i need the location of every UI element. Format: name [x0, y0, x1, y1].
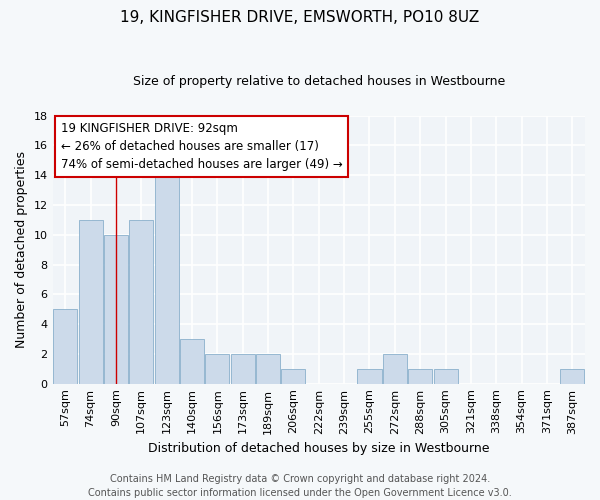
Bar — [281, 369, 305, 384]
Bar — [256, 354, 280, 384]
Text: 19 KINGFISHER DRIVE: 92sqm
← 26% of detached houses are smaller (17)
74% of semi: 19 KINGFISHER DRIVE: 92sqm ← 26% of deta… — [61, 122, 342, 172]
Bar — [155, 160, 179, 384]
Bar — [104, 234, 128, 384]
Y-axis label: Number of detached properties: Number of detached properties — [15, 151, 28, 348]
Bar — [358, 369, 382, 384]
Text: 19, KINGFISHER DRIVE, EMSWORTH, PO10 8UZ: 19, KINGFISHER DRIVE, EMSWORTH, PO10 8UZ — [121, 10, 479, 25]
Bar — [180, 339, 204, 384]
X-axis label: Distribution of detached houses by size in Westbourne: Distribution of detached houses by size … — [148, 442, 490, 455]
Bar — [205, 354, 229, 384]
Bar — [560, 369, 584, 384]
Bar — [383, 354, 407, 384]
Bar — [434, 369, 458, 384]
Text: Contains HM Land Registry data © Crown copyright and database right 2024.
Contai: Contains HM Land Registry data © Crown c… — [88, 474, 512, 498]
Bar — [129, 220, 154, 384]
Bar — [53, 309, 77, 384]
Title: Size of property relative to detached houses in Westbourne: Size of property relative to detached ho… — [133, 75, 505, 88]
Bar — [79, 220, 103, 384]
Bar — [230, 354, 255, 384]
Bar — [408, 369, 432, 384]
